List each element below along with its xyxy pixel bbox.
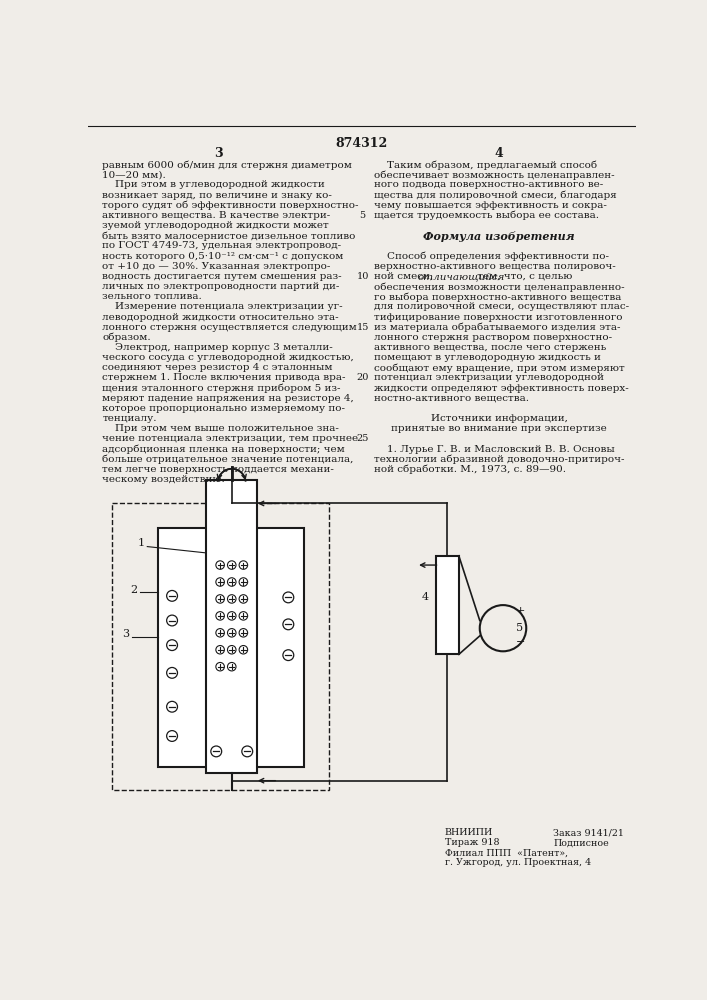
Text: ной сбработки. М., 1973, с. 89—90.: ной сбработки. М., 1973, с. 89—90. — [373, 465, 566, 474]
Text: 4: 4 — [422, 592, 429, 602]
Text: Филиал ППП  «Патент»,: Филиал ППП «Патент», — [445, 848, 568, 857]
Text: 15: 15 — [356, 323, 369, 332]
Text: тем, что, с целью: тем, что, с целью — [474, 272, 572, 281]
Text: Формула изобретения: Формула изобретения — [423, 231, 575, 242]
Text: личных по электропроводности партий ди-: личных по электропроводности партий ди- — [103, 282, 339, 291]
Text: 3: 3 — [122, 629, 129, 639]
Text: го выбора поверхностно-активного вещества: го выбора поверхностно-активного веществ… — [373, 292, 621, 302]
Text: +: + — [516, 606, 525, 616]
Text: ного подвода поверхностно-активного ве-: ного подвода поверхностно-активного ве- — [373, 180, 603, 189]
Text: щается трудоемкость выбора ее состава.: щается трудоемкость выбора ее состава. — [373, 211, 599, 220]
Text: верхностно-активного вещества полировоч-: верхностно-активного вещества полировоч- — [373, 262, 615, 271]
Text: активного вещества. В качестве электри-: активного вещества. В качестве электри- — [103, 211, 331, 220]
Text: щения эталонного стержня прибором 5 из-: щения эталонного стержня прибором 5 из- — [103, 384, 341, 393]
Text: ческого сосуда с углеводородной жидкостью,: ческого сосуда с углеводородной жидкость… — [103, 353, 354, 362]
Text: стержнем 1. После включения привода вра-: стержнем 1. После включения привода вра- — [103, 373, 346, 382]
Text: сообщают ему вращение, при этом измеряют: сообщают ему вращение, при этом измеряют — [373, 363, 624, 373]
Text: 10: 10 — [356, 272, 369, 281]
Text: которое пропорционально измеряемому по-: которое пропорционально измеряемому по- — [103, 404, 345, 413]
Text: При этом в углеводородной жидкости: При этом в углеводородной жидкости — [103, 180, 325, 189]
Text: адсорбционная пленка на поверхности; чем: адсорбционная пленка на поверхности; чем — [103, 445, 345, 454]
Text: быть взято малосернистое дизельное топливо: быть взято малосернистое дизельное топли… — [103, 231, 356, 241]
Text: обеспечения возможности целенаправленно-: обеспечения возможности целенаправленно- — [373, 282, 624, 292]
Text: 3: 3 — [214, 147, 223, 160]
Text: технологии абразивной доводочно-притироч-: технологии абразивной доводочно-притироч… — [373, 455, 624, 464]
Text: 20: 20 — [356, 373, 369, 382]
Text: леводородной жидкости относительно эта-: леводородной жидкости относительно эта- — [103, 312, 339, 322]
Text: потенциал электризации углеводородной: потенциал электризации углеводородной — [373, 373, 604, 382]
Text: 1: 1 — [138, 538, 145, 548]
Text: ность которого 0,5·10⁻¹² см·см⁻¹ с допуском: ность которого 0,5·10⁻¹² см·см⁻¹ с допус… — [103, 252, 344, 261]
Text: 5: 5 — [516, 623, 523, 633]
Text: 2: 2 — [130, 585, 137, 595]
Text: тем легче поверхность поддается механи-: тем легче поверхность поддается механи- — [103, 465, 334, 474]
Text: 25: 25 — [356, 434, 369, 443]
Text: равным 6000 об/мин для стержня диаметром: равным 6000 об/мин для стержня диаметром — [103, 160, 352, 170]
Text: Электрод, например корпус 3 металли-: Электрод, например корпус 3 металли- — [103, 343, 333, 352]
Text: меряют падение напряжения на резисторе 4,: меряют падение напряжения на резисторе 4… — [103, 394, 354, 403]
Text: по ГОСТ 4749-73, удельная электропровод-: по ГОСТ 4749-73, удельная электропровод- — [103, 241, 341, 250]
Text: ческому воздействию.: ческому воздействию. — [103, 475, 225, 484]
Text: При этом чем выше положительное зна-: При этом чем выше положительное зна- — [103, 424, 339, 433]
Text: возникает заряд, по величине и знаку ко-: возникает заряд, по величине и знаку ко- — [103, 191, 332, 200]
Text: зуемой углеводородной жидкости может: зуемой углеводородной жидкости может — [103, 221, 329, 230]
Text: отличающийся: отличающийся — [418, 272, 505, 281]
Text: г. Ужгород, ул. Проектная, 4: г. Ужгород, ул. Проектная, 4 — [445, 858, 591, 867]
Text: Способ определения эффективности по-: Способ определения эффективности по- — [373, 252, 609, 261]
Text: образом.: образом. — [103, 333, 151, 342]
Text: помещают в углеводородную жидкость и: помещают в углеводородную жидкость и — [373, 353, 600, 362]
Text: принятые во внимание при экспертизе: принятые во внимание при экспертизе — [391, 424, 607, 433]
Text: лонного стержня осуществляется следующим: лонного стержня осуществляется следующим — [103, 323, 357, 332]
Text: водность достигается путем смешения раз-: водность достигается путем смешения раз- — [103, 272, 342, 281]
Bar — [158, 528, 304, 767]
Text: 5: 5 — [360, 211, 366, 220]
Text: щества для полировочной смеси, благодаря: щества для полировочной смеси, благодаря — [373, 191, 617, 200]
Text: из материала обрабатываемого изделия эта-: из материала обрабатываемого изделия эта… — [373, 323, 620, 332]
Text: Подписное: Подписное — [554, 838, 609, 847]
Text: больше отрицательное значение потенциала,: больше отрицательное значение потенциала… — [103, 455, 354, 464]
Text: −: − — [516, 637, 525, 647]
Text: зельного топлива.: зельного топлива. — [103, 292, 202, 301]
Text: тифицирование поверхности изготовленного: тифицирование поверхности изготовленного — [373, 312, 622, 322]
Text: ностно-активного вещества.: ностно-активного вещества. — [373, 394, 529, 403]
Text: лонного стержня раствором поверхностно-: лонного стержня раствором поверхностно- — [373, 333, 612, 342]
Text: жидкости определяют эффективность поверх-: жидкости определяют эффективность поверх… — [373, 384, 629, 393]
Text: чение потенциала электризации, тем прочнее: чение потенциала электризации, тем прочн… — [103, 434, 358, 443]
Text: Измерение потенциала электризации уг-: Измерение потенциала электризации уг- — [103, 302, 343, 311]
Text: Источники информации,: Источники информации, — [431, 414, 568, 423]
Text: тенциалу.: тенциалу. — [103, 414, 157, 423]
Text: Заказ 9141/21: Заказ 9141/21 — [554, 828, 624, 837]
Bar — [206, 480, 257, 773]
Text: 1. Лурье Г. В. и Масловский В. В. Основы: 1. Лурье Г. В. и Масловский В. В. Основы — [373, 445, 614, 454]
Text: Тираж 918: Тираж 918 — [445, 838, 499, 847]
Bar — [436, 556, 459, 654]
Text: соединяют через резистор 4 с эталонным: соединяют через резистор 4 с эталонным — [103, 363, 333, 372]
Text: торого судят об эффективности поверхностно-: торого судят об эффективности поверхност… — [103, 201, 359, 210]
Text: чему повышается эффективность и сокра-: чему повышается эффективность и сокра- — [373, 201, 607, 210]
Text: 874312: 874312 — [336, 137, 388, 150]
Text: для полировочной смеси, осуществляют плас-: для полировочной смеси, осуществляют пла… — [373, 302, 629, 311]
Text: 4: 4 — [495, 147, 503, 160]
Text: ВНИИПИ: ВНИИПИ — [445, 828, 493, 837]
Text: активного вещества, после чего стержень: активного вещества, после чего стержень — [373, 343, 606, 352]
Text: 10—20 мм).: 10—20 мм). — [103, 170, 166, 179]
Text: от +10 до — 30%. Указанная электропро-: от +10 до — 30%. Указанная электропро- — [103, 262, 331, 271]
Text: Таким образом, предлагаемый способ: Таким образом, предлагаемый способ — [373, 160, 597, 170]
Bar — [112, 503, 329, 790]
Text: обеспечивает возможность целенаправлен-: обеспечивает возможность целенаправлен- — [373, 170, 614, 180]
Text: ной смеси,: ной смеси, — [373, 272, 436, 281]
